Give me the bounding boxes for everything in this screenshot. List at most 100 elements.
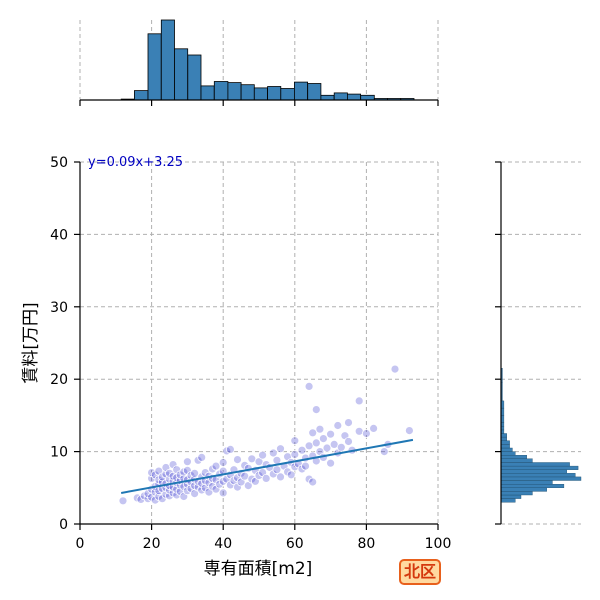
x-tick-label: 60 <box>286 536 304 552</box>
scatter-point <box>304 381 314 391</box>
scatter-point <box>311 405 321 415</box>
x-tick-label: 0 <box>76 536 85 552</box>
hist-x-bar <box>213 81 229 101</box>
scatter-points <box>118 364 414 506</box>
scatter-point <box>272 455 282 465</box>
hist-y-bar <box>500 480 553 485</box>
scatter-point <box>211 461 221 471</box>
hist-y-bar <box>500 487 547 492</box>
tick-labels: 0 20 40 60 80 100 0 10 20 30 40 50 <box>50 155 451 552</box>
scatter-point <box>308 428 318 438</box>
scatter-point <box>318 434 328 444</box>
hist-y-bar <box>500 465 579 470</box>
scatter-point <box>276 444 285 454</box>
scatter-point <box>311 438 321 448</box>
hist-x-bar <box>160 19 175 101</box>
scatter-point <box>333 421 343 430</box>
hist-y-bar <box>500 469 567 474</box>
hist-y-bar <box>500 476 582 481</box>
scatter-point <box>290 450 300 459</box>
hist-x-bar <box>307 83 322 101</box>
scatter-point <box>379 447 389 457</box>
scatter-point <box>261 473 271 483</box>
hist-y-bar <box>500 494 522 499</box>
hist-x-bar <box>147 33 162 101</box>
hist-y-bar <box>500 473 576 478</box>
y-tick-label: 10 <box>50 445 68 461</box>
scatter-point <box>304 441 314 451</box>
district-badge: 北区 <box>399 559 441 585</box>
hist-x-bar <box>187 54 202 101</box>
scatter-point <box>272 465 282 475</box>
y-tick-label: 50 <box>50 155 68 171</box>
scatter-point <box>308 477 318 487</box>
hist-x-bar <box>320 94 335 101</box>
hist-y-bar <box>500 498 516 503</box>
hist-y-bar <box>500 458 533 463</box>
hist-x-bar <box>227 82 242 101</box>
scatter-point <box>233 455 242 465</box>
hist-x-bar <box>333 92 348 101</box>
scatter-point <box>218 488 228 498</box>
scatter-point <box>118 496 128 506</box>
hist-y-bar <box>500 447 513 452</box>
hist-y-bar <box>500 462 570 467</box>
y-tick-label: 20 <box>50 372 68 388</box>
x-tick-label: 40 <box>214 536 232 552</box>
regression-line <box>120 438 414 494</box>
right-hist-grid <box>501 161 581 525</box>
scatter-point <box>344 437 353 446</box>
scatter-point <box>326 458 336 468</box>
axes <box>74 99 502 530</box>
scatter-point <box>354 396 364 406</box>
scatter-point <box>361 429 371 438</box>
scatter-point <box>322 443 332 453</box>
scatter-point <box>247 454 257 464</box>
scatter-point <box>290 436 300 446</box>
scatter-point <box>218 458 228 467</box>
hist-x-bar <box>240 84 255 101</box>
scatter-point <box>404 426 414 436</box>
scatter-point <box>258 450 268 460</box>
hist-y-bar <box>500 436 507 441</box>
hist-x-bar <box>253 87 268 101</box>
hist-x-bar <box>267 86 282 101</box>
x-tick-label: 80 <box>357 536 375 552</box>
hist-y-bar <box>500 491 533 496</box>
hist-x-bar <box>280 88 295 101</box>
hist-y-bar <box>500 444 510 449</box>
hist-y-bar <box>500 455 527 460</box>
y-tick-label: 0 <box>59 517 68 533</box>
scatter-point <box>197 452 207 462</box>
scatter-point <box>336 442 346 452</box>
scatter-point <box>182 457 192 467</box>
scatter-point <box>190 468 200 478</box>
hist-x-bar <box>133 90 149 101</box>
scatter-point <box>286 470 296 480</box>
y-axis-label: 賃料[万円] <box>21 302 41 383</box>
y-tick-label: 40 <box>50 227 68 243</box>
hist-x-bar <box>293 81 308 101</box>
hist-x-bar <box>200 85 215 101</box>
scatter-point <box>276 472 285 482</box>
scatter-point <box>315 424 325 434</box>
scatter-point <box>369 423 379 433</box>
x-tick-label: 20 <box>143 536 161 552</box>
hist-x-bar <box>360 94 375 101</box>
right-histogram <box>500 368 582 503</box>
hist-y-bar <box>500 440 510 445</box>
scatter-point <box>344 418 353 428</box>
scatter-point <box>301 461 310 471</box>
hist-y-bar <box>500 433 507 438</box>
scatter-point <box>390 364 400 374</box>
hist-x-bar <box>174 48 189 101</box>
scatter-point <box>297 445 307 455</box>
scatter-point <box>225 444 235 454</box>
hist-y-bar <box>500 451 516 456</box>
x-tick-label: 100 <box>425 536 452 552</box>
scatter-point <box>326 429 336 439</box>
x-axis-label: 専有面積[m2] <box>204 559 313 579</box>
y-tick-label: 30 <box>50 300 68 316</box>
hist-y-bar <box>500 484 565 489</box>
